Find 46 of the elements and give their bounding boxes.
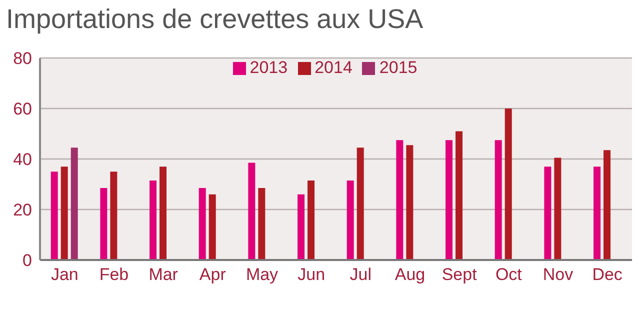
x-tick-label: May: [246, 265, 279, 284]
bar: [100, 188, 108, 260]
bar: [554, 158, 562, 260]
bar: [160, 166, 167, 260]
chart-title: Importations de crevettes aux USA: [6, 4, 424, 35]
bar: [298, 194, 305, 260]
bar: [406, 145, 414, 260]
x-tick-label: Feb: [99, 265, 129, 284]
bar: [258, 188, 266, 260]
bar: [494, 140, 502, 260]
bar: [308, 180, 315, 260]
bar: [346, 180, 354, 260]
bar: [594, 166, 601, 260]
bar: [208, 194, 216, 260]
x-tick-label: Jun: [298, 265, 326, 284]
x-tick-label: Apr: [199, 265, 226, 284]
bar: [604, 150, 611, 260]
bar: [504, 108, 512, 260]
y-tick-label: 80: [13, 49, 32, 68]
bar: [446, 140, 453, 260]
x-tick-label: Dec: [592, 265, 623, 284]
x-tick-label: Mar: [148, 265, 178, 284]
y-tick-label: 0: [22, 251, 32, 270]
bar: [356, 148, 364, 260]
legend-label: 2015: [379, 58, 418, 77]
bar: [150, 180, 157, 260]
x-tick-label: Jul: [350, 265, 372, 284]
y-tick-label: 40: [13, 150, 32, 170]
x-tick-label: Oct: [495, 265, 522, 284]
x-tick-label: Nov: [542, 265, 574, 284]
x-tick-label: Sept: [442, 265, 478, 284]
bar: [50, 172, 58, 260]
legend-label: 2014: [314, 58, 352, 77]
bar: [60, 166, 68, 260]
y-tick-label: 20: [13, 200, 32, 220]
x-tick-label: Aug: [394, 265, 426, 284]
y-tick-label: 60: [13, 100, 32, 119]
bar: [396, 140, 404, 260]
x-tick-label: Jan: [50, 265, 78, 284]
bar: [70, 148, 78, 260]
bar: [248, 162, 256, 260]
bar: [198, 188, 206, 260]
legend-label: 2013: [250, 58, 288, 77]
bar: [544, 166, 552, 260]
bar: [110, 172, 118, 260]
bar: [456, 131, 463, 260]
